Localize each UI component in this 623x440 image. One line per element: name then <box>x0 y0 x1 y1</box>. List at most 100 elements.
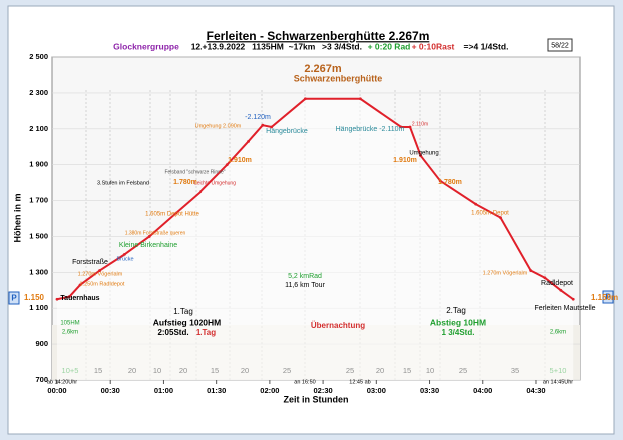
profile-point <box>68 295 71 298</box>
annotation: Radldepot <box>541 280 573 287</box>
profile-point <box>419 154 423 158</box>
annotation: 11,6 km Tour <box>285 282 325 289</box>
chart-title: Ferleiten - Schwarzenberghütte 2.267m <box>207 29 430 43</box>
parking-label: P <box>605 293 611 302</box>
profile-point <box>438 179 442 183</box>
annotation: an 14:45Uhr <box>543 379 573 385</box>
annotation: 12:45 ab <box>349 379 370 385</box>
x-tick-label: 04:00 <box>473 386 492 395</box>
annotation: Tauernhaus <box>60 295 99 302</box>
x-tick-label: 03:30 <box>420 386 439 395</box>
annotation: Ferleiten Mautstelle <box>534 305 595 312</box>
profile-point <box>199 190 203 193</box>
profile-point <box>78 283 82 287</box>
profile-point <box>225 163 229 167</box>
annotation: 1.Tag <box>196 328 216 337</box>
header-item: 12.+13.9.2022 <box>191 41 246 51</box>
x-tick-label: 04:30 <box>526 386 545 395</box>
annotation: 2.110m <box>412 121 428 127</box>
y-tick-label: 1 100 <box>29 303 48 312</box>
page-number: 58/22 <box>551 42 569 49</box>
annotation: 2,6km <box>62 330 78 336</box>
annotation: 1.150 <box>24 293 45 302</box>
annotation: 1.780m <box>438 179 462 186</box>
annotation: 105HM <box>60 321 79 327</box>
page-box <box>547 38 573 52</box>
y-tick-label: 1 900 <box>29 160 48 169</box>
profile-point <box>408 125 412 129</box>
y-tick-label: 2 300 <box>29 88 48 97</box>
header-item: ~17km <box>289 41 316 51</box>
y-tick-label: 700 <box>35 375 48 384</box>
annotation: 3.Stufen im Felsband <box>97 180 149 186</box>
header-item: =>4 1/4Std. <box>464 41 509 51</box>
header-item: >3 3/4Std. <box>322 41 362 51</box>
profile-point <box>399 125 403 129</box>
profile-point <box>559 288 563 292</box>
header-item: 1135HM <box>252 41 284 51</box>
profile-point <box>529 269 533 272</box>
x-tick-label: 01:00 <box>154 386 173 395</box>
annotation: Forststraße <box>72 259 108 266</box>
y-tick-label: 1 700 <box>29 196 48 205</box>
annotation: 1.150m <box>591 293 618 302</box>
profile-point <box>147 235 151 238</box>
profile-area <box>57 98 574 381</box>
annotation: 1.605m Depot <box>471 211 509 217</box>
x-tick-label: 03:00 <box>367 386 386 395</box>
annotation: Hängebrücke <box>266 128 308 135</box>
annotation: 2,6km <box>550 330 566 336</box>
profile-point <box>499 216 502 220</box>
header-item: + 0:10Rast <box>412 41 455 51</box>
header-item: Glocknergruppe <box>113 41 179 51</box>
profile-point <box>543 276 547 280</box>
annotation: 5,2 kmRad <box>288 273 322 280</box>
annotation: 1 3/4Std. <box>442 328 475 337</box>
profile-point <box>474 202 478 206</box>
annotation: 1.380m Forststraße queren <box>125 230 186 236</box>
y-tick-label: 1 300 <box>29 267 48 276</box>
annotation: Hängebrücke -2.110m <box>336 126 405 133</box>
annotation: 2:05Std. <box>157 328 188 337</box>
profile-point <box>247 139 250 143</box>
parking-box <box>602 290 614 304</box>
profile-point <box>55 297 59 301</box>
x-tick-label: 02:30 <box>314 386 333 395</box>
annotation: Abstieg 10HM <box>430 317 486 327</box>
annotation: an 16:50 <box>294 379 315 385</box>
profile-point <box>270 125 274 129</box>
annotation: 1.250m Radldepot <box>80 281 125 287</box>
annotation: ab 14:20Uhr <box>47 379 77 385</box>
annotation: 1.605m Depot Hütte <box>145 212 199 218</box>
profile-point <box>358 97 362 101</box>
annotation: 1.270m Vögerlalm <box>483 270 528 276</box>
profile-point <box>98 269 101 272</box>
y-tick-label: 2 500 <box>29 52 48 61</box>
annotation: Schwarzenberghütte <box>294 73 383 83</box>
profile-point <box>303 97 307 101</box>
annotation: Felsband "schwarze Rinne" <box>164 169 225 175</box>
annotation: 1.910m <box>393 157 417 164</box>
annotation: 1.Tag <box>173 307 193 316</box>
annotation: 1.910m <box>228 157 252 164</box>
x-axis-label: Zeit in Stunden <box>284 394 349 404</box>
annotation: Übernachtung <box>311 321 365 330</box>
profile-point <box>261 123 265 127</box>
annotation: -2.120m <box>245 114 271 121</box>
profile-point <box>123 252 126 256</box>
y-axis-label: Höhen in m <box>12 194 22 243</box>
header-item: + 0:20 Rad <box>368 41 411 51</box>
parking-box <box>8 291 20 305</box>
profile-point <box>174 211 178 215</box>
x-tick-label: 01:30 <box>207 386 226 395</box>
annotation: Aufstieg 1020HM <box>153 317 222 327</box>
annotation: 2.267m <box>304 63 342 75</box>
annotation: Kleine Birkenhaine <box>119 242 177 249</box>
parking-label: P <box>11 294 17 303</box>
y-tick-label: 900 <box>35 339 48 348</box>
annotation: Brücke <box>116 256 133 262</box>
x-tick-label: 00:30 <box>101 386 120 395</box>
y-tick-label: 1 500 <box>29 231 48 240</box>
profile-line <box>56 97 574 301</box>
